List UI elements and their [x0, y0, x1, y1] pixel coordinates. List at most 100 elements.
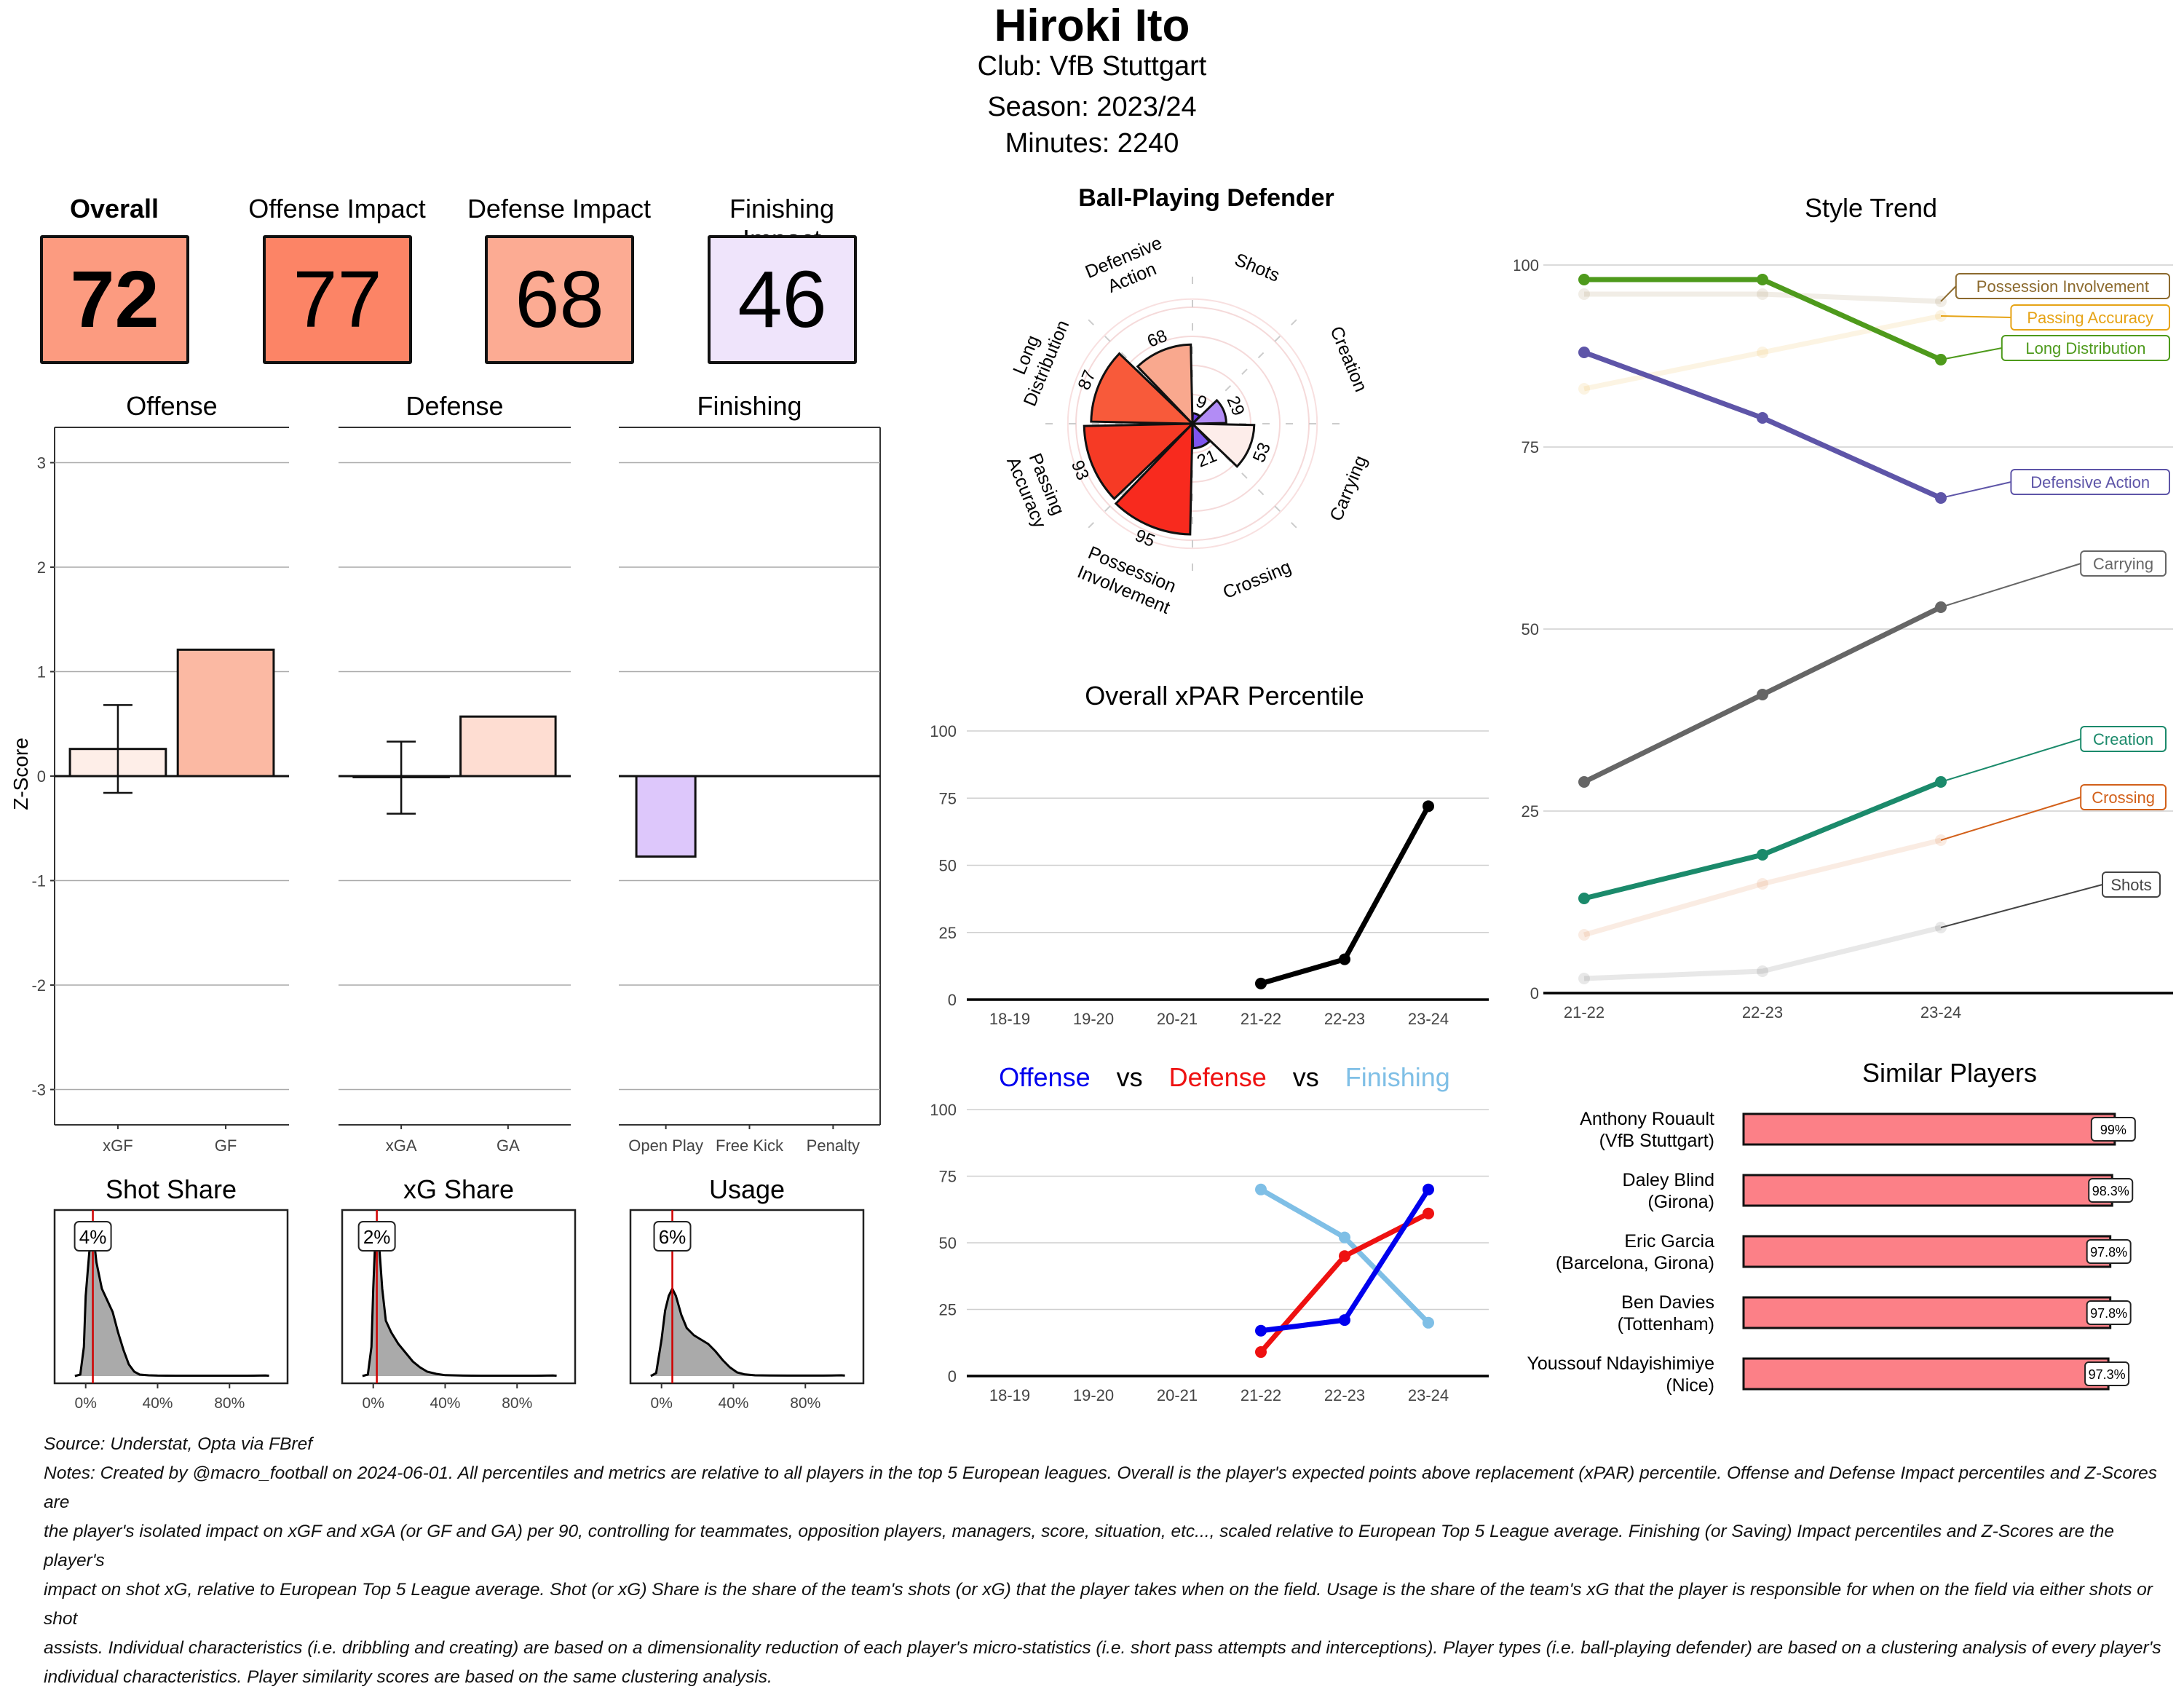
- radar-grid-ring: [1133, 365, 1251, 483]
- style-point: [1757, 288, 1768, 300]
- bar-gf: [176, 648, 275, 778]
- style-label-box: [2010, 304, 2171, 331]
- notes-line: Notes: Created by @macro_football on 202…: [44, 1463, 2158, 1512]
- style-label-connector: [1940, 796, 2081, 841]
- shot-share-value-label: 4%: [79, 1226, 107, 1248]
- series-point: [1339, 1314, 1350, 1327]
- similarity-label-box: [2084, 1361, 2130, 1386]
- y-tick-label: 50: [939, 857, 957, 875]
- y-tick-label: 100: [930, 1101, 957, 1119]
- similar-player-club: (VfB Stuttgart): [1599, 1131, 1714, 1151]
- x-tick-label: Open Play: [628, 1136, 703, 1155]
- style-label-connector: [1940, 563, 2081, 608]
- y-tick-label: 2: [37, 558, 46, 577]
- bar-ga: [459, 715, 557, 778]
- kpi-box-overall: 72: [40, 235, 189, 364]
- x-tick-label: GA: [496, 1136, 520, 1155]
- style-point: [1578, 347, 1590, 358]
- radar-category-label: DefensiveAction: [1083, 233, 1174, 303]
- series-point: [1423, 1183, 1434, 1195]
- panel-title-defense: Defense: [405, 391, 503, 421]
- x-tick-label: 40%: [430, 1395, 460, 1412]
- density-line: [650, 1286, 845, 1377]
- similar-player-name: Ben Davies: [1621, 1292, 1714, 1313]
- style-label-box: [2080, 726, 2167, 752]
- similarity-value: 97.8%: [2090, 1306, 2127, 1321]
- ovd-title-offense: Offense: [999, 1062, 1090, 1092]
- notes-line: individual characteristics. Player simil…: [44, 1667, 772, 1687]
- similar-player-club: (Girona): [1647, 1192, 1714, 1212]
- similarity-bar: [1742, 1357, 2110, 1391]
- y-tick-label: 0: [948, 1367, 957, 1385]
- style-label-connector: [1940, 315, 2011, 318]
- x-tick-label: 19-20: [1073, 1386, 1114, 1404]
- ovd-title-defense: Defense: [1169, 1062, 1267, 1092]
- zscore-chart: Z-Score 3 2 1 0 -1 -2 -3 xGF GF xGA GA Open Play Fre…: [9, 391, 881, 1155]
- density-area: [362, 1223, 557, 1376]
- x-tick-label: GF: [215, 1136, 237, 1155]
- x-tick-label: 20-21: [1157, 1010, 1198, 1028]
- x-tick-label: 0%: [75, 1395, 97, 1412]
- radar-wedge-creation: [1190, 398, 1227, 425]
- ovd-title: Offense vs Defense vs Finishing: [999, 1062, 1450, 1092]
- similar-players-title: Similar Players: [1862, 1058, 2037, 1088]
- style-label: Carrying: [2093, 555, 2153, 573]
- style-point: [1757, 689, 1768, 700]
- radar-wedge-long-distribution: [1090, 352, 1195, 425]
- y-tick-label: 25: [939, 1301, 957, 1319]
- panel-title-finishing: Finishing: [697, 391, 802, 421]
- density-area: [74, 1230, 269, 1376]
- club-line: Club: VfB Stuttgart: [977, 51, 1207, 82]
- minutes-line: Minutes: 2240: [1005, 128, 1179, 159]
- usage-value-label: 6%: [659, 1226, 687, 1248]
- y-tick-label: 50: [1522, 620, 1539, 639]
- style-point: [1757, 347, 1768, 358]
- footer: Source: Understat, Opta via FBref Notes:…: [44, 1430, 2169, 1692]
- radar-grid-ring-outer: [1067, 298, 1318, 550]
- radar-wedge-carrying: [1190, 422, 1256, 468]
- panel-title-offense: Offense: [126, 391, 217, 421]
- x-tick-label: 80%: [790, 1395, 820, 1412]
- style-point: [1757, 849, 1768, 861]
- y-tick-label: 25: [939, 924, 957, 942]
- y-tick-label: -2: [31, 976, 46, 995]
- radar-title: Ball-Playing Defender: [1078, 184, 1334, 212]
- x-tick-label: 23-24: [1408, 1010, 1449, 1028]
- similar-player-club: (Tottenham): [1618, 1314, 1714, 1335]
- kpi-box-offense: 77: [263, 235, 412, 364]
- kpi-label-offense: Offense Impact: [248, 194, 426, 224]
- style-label: Creation: [2093, 730, 2153, 748]
- style-trend-title: Style Trend: [1805, 193, 1937, 223]
- series-point: [1339, 953, 1350, 965]
- notes-line: impact on shot xG, relative to European …: [44, 1580, 2153, 1629]
- x-tick-label: 18-19: [989, 1386, 1030, 1404]
- style-line-defensive-action: [1583, 349, 1942, 501]
- x-tick-label: 23-24: [1408, 1386, 1449, 1404]
- notes-line: assists. Individual characteristics (i.e…: [44, 1638, 2161, 1658]
- y-tick-label: 25: [1522, 802, 1539, 821]
- radar-category-label: LongDistribution: [1000, 309, 1073, 409]
- style-point: [1757, 274, 1768, 285]
- season-line: Season: 2023/24: [987, 92, 1197, 122]
- similarity-label-box: [2086, 1239, 2132, 1264]
- series-point: [1339, 1250, 1350, 1262]
- style-line-possession-involvement: [1584, 291, 1942, 304]
- distribution-frame: [53, 1209, 289, 1385]
- style-point: [1578, 929, 1590, 941]
- style-line-shots: [1583, 925, 1942, 981]
- x-tick-label: 22-23: [1742, 1003, 1783, 1021]
- zscore-ylabel: Z-Score: [9, 738, 32, 810]
- style-label: Possession Involvement: [1977, 277, 2149, 296]
- kpi-label-defense: Defense Impact: [467, 194, 652, 224]
- value-label-box: [357, 1221, 396, 1252]
- x-tick-label: xGA: [386, 1136, 417, 1155]
- radar-category-label: Shots: [1232, 249, 1283, 285]
- radar-value-label: 93: [1067, 458, 1093, 483]
- style-label: Shots: [2110, 876, 2151, 894]
- style-label: Crossing: [2092, 788, 2155, 807]
- density-line: [74, 1230, 269, 1377]
- style-label: Passing Accuracy: [2027, 309, 2153, 327]
- panel-title-usage: Usage: [709, 1174, 785, 1204]
- similarity-bar: [1742, 1174, 2113, 1207]
- style-point: [1578, 776, 1590, 788]
